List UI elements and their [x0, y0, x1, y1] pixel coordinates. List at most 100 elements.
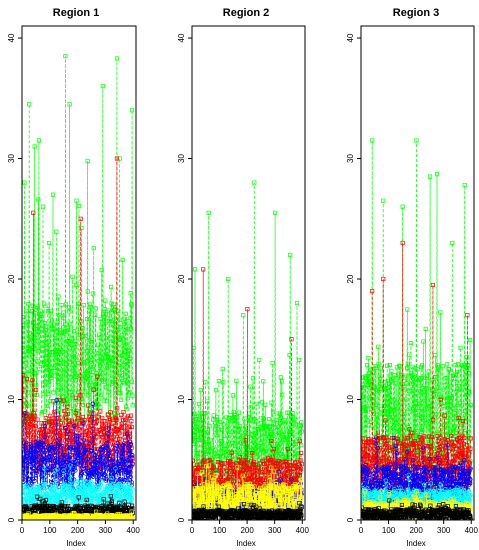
- data-point: [252, 484, 257, 489]
- data-point: [89, 345, 94, 350]
- data-point: [78, 216, 83, 221]
- data-point: [378, 461, 383, 466]
- data-point: [450, 406, 455, 411]
- data-point: [128, 315, 133, 321]
- data-point: [263, 402, 268, 407]
- data-point: [129, 419, 134, 424]
- data-point: [129, 379, 134, 384]
- data-point: [69, 336, 74, 341]
- data-point: [55, 319, 60, 324]
- data-point: [375, 423, 381, 428]
- data-point: [225, 469, 230, 474]
- data-point: [205, 430, 210, 435]
- data-point: [417, 401, 422, 406]
- data-point: [41, 442, 46, 447]
- data-point: [103, 352, 108, 357]
- data-point: [110, 338, 115, 343]
- data-point: [55, 349, 60, 354]
- data-point: [201, 458, 206, 463]
- data-point: [107, 358, 113, 363]
- data-point: [54, 398, 59, 403]
- data-point: [262, 477, 267, 482]
- data-point: [127, 356, 132, 361]
- data-point: [61, 468, 66, 473]
- data-point: [116, 470, 121, 476]
- data-point: [60, 460, 65, 465]
- data-point: [256, 444, 261, 449]
- data-point: [121, 379, 126, 384]
- data-point: [92, 455, 98, 461]
- data-point: [35, 417, 40, 422]
- data-point: [299, 513, 304, 518]
- data-point: [119, 376, 124, 381]
- data-point: [93, 450, 99, 455]
- y-tick-label: 10: [7, 395, 16, 404]
- chart-title: Region 2: [223, 7, 269, 19]
- data-point: [100, 356, 105, 361]
- data-point: [130, 516, 135, 520]
- plot-frame: [191, 25, 306, 521]
- data-point: [106, 448, 112, 453]
- data-point: [32, 414, 37, 419]
- data-point: [130, 487, 135, 492]
- data-point: [405, 361, 410, 366]
- data-point: [124, 432, 130, 437]
- data-point: [222, 493, 227, 499]
- data-point: [440, 387, 446, 392]
- data-point: [51, 444, 56, 450]
- data-point: [24, 466, 30, 472]
- data-point: [404, 381, 409, 386]
- data-point: [66, 419, 72, 424]
- data-point: [197, 462, 202, 467]
- data-point: [26, 477, 31, 482]
- data-point: [461, 425, 466, 430]
- data-point: [60, 503, 65, 509]
- data-point: [453, 363, 458, 368]
- data-point: [430, 387, 435, 392]
- data-point: [381, 198, 386, 203]
- data-point: [62, 408, 67, 413]
- data-point: [415, 367, 420, 372]
- data-point: [54, 229, 59, 234]
- data-point: [91, 411, 96, 416]
- data-point: [294, 464, 300, 470]
- data-point: [274, 449, 279, 454]
- data-point: [81, 303, 86, 308]
- data-point: [52, 409, 57, 414]
- data-point: [125, 457, 130, 463]
- data-point: [273, 425, 278, 430]
- data-point: [464, 355, 469, 360]
- data-point: [90, 291, 95, 296]
- data-point: [130, 461, 135, 466]
- data-point: [48, 368, 53, 374]
- data-point: [127, 439, 133, 444]
- data-point: [276, 459, 281, 464]
- data-point: [444, 375, 449, 380]
- data-point: [387, 459, 392, 464]
- data-point: [452, 411, 457, 416]
- data-point: [117, 317, 122, 322]
- data-point: [123, 465, 128, 470]
- data-point: [73, 411, 78, 416]
- data-point: [278, 375, 283, 380]
- data-point: [386, 389, 391, 394]
- data-point: [299, 450, 304, 455]
- data-point: [228, 492, 233, 498]
- data-point: [46, 391, 51, 397]
- data-point: [388, 373, 393, 378]
- data-point: [32, 338, 37, 343]
- data-point: [101, 312, 106, 317]
- data-point: [40, 492, 45, 497]
- data-point: [93, 453, 98, 458]
- data-point: [54, 457, 60, 462]
- x-tick-label: 200: [71, 526, 85, 535]
- data-point: [25, 460, 30, 466]
- data-point: [98, 405, 103, 410]
- data-point: [46, 380, 51, 385]
- data-point: [52, 326, 57, 331]
- data-point: [65, 402, 70, 407]
- data-point: [254, 419, 259, 424]
- data-point: [378, 381, 383, 387]
